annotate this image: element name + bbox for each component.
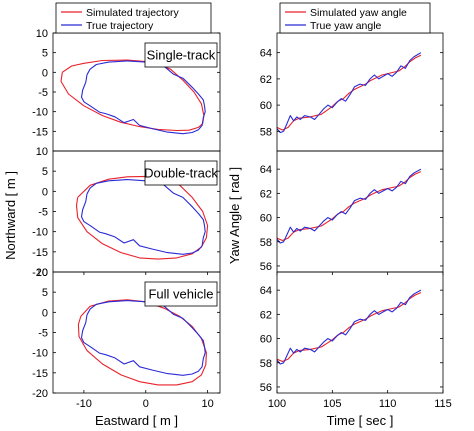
- panel-5: 56 58 60 62 64 Yaw Angle [ rad ]: [227, 150, 444, 273]
- simulated-trajectory-line: [77, 299, 207, 386]
- y-tick-label: 58: [260, 126, 272, 138]
- y-tick-label: 0: [42, 186, 48, 198]
- simulated-yaw-angle-line: [277, 171, 422, 242]
- x-tick-label: 10: [202, 398, 214, 410]
- y-tick-label: 64: [260, 285, 272, 297]
- panel-label-box: [144, 42, 218, 68]
- x-tick-label: -10: [76, 398, 92, 410]
- legend-entry: True yaw angle: [310, 20, 382, 32]
- y-tick-label: 60: [260, 334, 272, 346]
- y-tick-label: 62: [260, 309, 272, 321]
- y-tick-label: -5: [38, 328, 48, 340]
- y-tick-label: 60: [260, 213, 272, 225]
- true-yaw-angle-line: [277, 289, 422, 365]
- x-tick-label: 0: [143, 398, 149, 410]
- simulated-yaw-angle-line: [277, 54, 422, 131]
- panel-label: Double-track: [144, 166, 218, 181]
- legend-entry: True trajectory: [86, 20, 154, 32]
- x-tick-label: 115: [434, 398, 452, 410]
- legend-box: [279, 2, 431, 34]
- y-axis-label: Northward [ m ]: [3, 171, 18, 260]
- legend-entry: Simulated trajectory: [86, 7, 180, 19]
- panel-label-box: [144, 281, 218, 307]
- true-yaw-angle-line: [277, 52, 422, 134]
- y-tick-label: 10: [36, 28, 48, 40]
- y-tick-label: -15: [32, 247, 48, 259]
- y-tick-label: 5: [42, 166, 48, 178]
- legend-entry: Simulated yaw angle: [310, 7, 407, 19]
- true-trajectory-line: [80, 300, 206, 376]
- x-tick-label: 100: [268, 398, 286, 410]
- simulated-trajectory-line: [75, 175, 209, 260]
- series-group: [277, 289, 422, 365]
- y-tick-label: -15: [32, 126, 48, 138]
- y-tick-label: 10: [36, 267, 48, 279]
- panel-label-box: [144, 160, 218, 186]
- series-group: [277, 168, 422, 244]
- axes-frame: [276, 150, 444, 273]
- y-tick-label: 56: [260, 382, 272, 394]
- y-tick-label: 0: [42, 67, 48, 79]
- y-tick-label: 5: [42, 287, 48, 299]
- y-tick-label: -20: [32, 267, 48, 279]
- y-tick-label: 56: [260, 261, 272, 273]
- y-tick-label: 10: [36, 146, 48, 158]
- x-tick-label: 105: [323, 398, 341, 410]
- y-tick-label: -10: [32, 348, 48, 360]
- y-tick-label: -20: [32, 388, 48, 400]
- panel-2: 10 5 0 -5 -10 -15 -20 Double-track Northward [ m…: [3, 146, 221, 279]
- y-tick-label: 64: [260, 164, 272, 176]
- y-tick-label: 0: [42, 307, 48, 319]
- y-tick-label: 60: [260, 100, 272, 112]
- true-trajectory-line: [80, 60, 206, 135]
- y-tick-label: 58: [260, 237, 272, 249]
- true-yaw-angle-line: [277, 168, 422, 244]
- axes-frame: [276, 32, 444, 152]
- y-tick-label: 58: [260, 358, 272, 370]
- true-trajectory-line: [80, 179, 206, 255]
- y-tick-label: 5: [42, 48, 48, 60]
- x-axis-label: Time [ sec ]: [327, 413, 394, 428]
- panel-label: Single-track: [147, 48, 216, 63]
- y-axis-label: Yaw Angle [ rad ]: [227, 167, 242, 264]
- series-group: [75, 175, 209, 260]
- y-tick-label: -10: [32, 107, 48, 119]
- series-group: [277, 52, 422, 134]
- series-group: [77, 299, 207, 386]
- legend-box: [55, 2, 212, 34]
- panel-1: 10 5 0 -5 -10 -15 Single-track Simulated trajec…: [32, 2, 221, 152]
- axes-frame: [276, 271, 444, 394]
- x-tick-label: 110: [379, 398, 397, 410]
- panel-6: 56 58 60 62 64 100 105 110 115 Time [ sec ]: [260, 271, 452, 428]
- simulated-yaw-angle-line: [277, 292, 422, 363]
- panel-label: Full vehicle: [148, 287, 213, 302]
- y-tick-label: -5: [38, 87, 48, 99]
- x-axis-label: Eastward [ m ]: [95, 413, 178, 428]
- y-tick-label: 62: [260, 74, 272, 86]
- y-tick-label: 64: [260, 48, 272, 60]
- y-tick-label: 62: [260, 188, 272, 200]
- y-tick-label: -15: [32, 368, 48, 380]
- y-tick-label: -5: [38, 207, 48, 219]
- series-group: [60, 59, 206, 135]
- y-tick-label: -10: [32, 227, 48, 239]
- panel-3: 10 5 0 -5 -10 -15 -20 -10 0 10 Full vehicle Eastwar…: [32, 267, 221, 428]
